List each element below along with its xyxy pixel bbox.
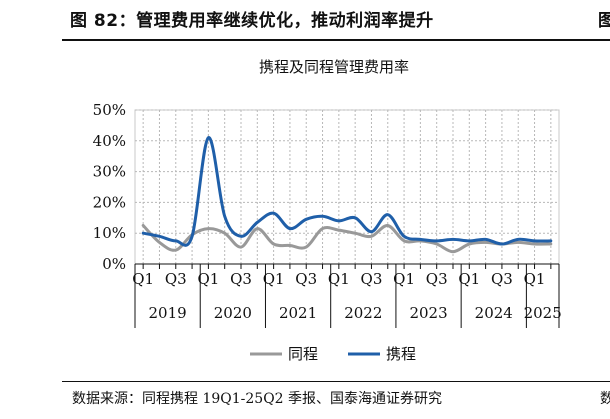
series-line-ctrip (141, 136, 553, 247)
x-axis: Q1 Q3 Q1 Q3 Q1 Q3 Q1 Q3 Q1 Q3 Q1 Q3 Q1 2019 2020 2021 20… (132, 263, 562, 328)
quarter-label: Q1 (393, 270, 415, 288)
legend-label: 同程 (288, 345, 318, 363)
quarter-label: Q1 (524, 270, 546, 288)
figure-title: 图 82：管理费用率继续优化，推动利润率提升 (70, 11, 434, 31)
year-label: 2023 (409, 304, 447, 322)
year-label: 2019 (149, 304, 187, 322)
quarter-label: Q1 (263, 270, 285, 288)
y-tick-label: 0% (102, 255, 126, 273)
quarter-label: Q3 (165, 270, 187, 288)
quarter-label: Q3 (295, 270, 317, 288)
quarter-label: Q3 (230, 270, 252, 288)
year-label: 2021 (279, 304, 317, 322)
chart-legend: 同程 携程 (250, 345, 416, 363)
year-label: 2024 (475, 304, 513, 322)
y-tick-label: 20% (93, 193, 126, 211)
series-line-tongcheng (141, 224, 553, 254)
y-tick-label: 10% (93, 224, 126, 242)
year-label: 2022 (344, 304, 382, 322)
quarter-label: Q3 (361, 270, 383, 288)
quarter-label: Q1 (132, 270, 154, 288)
figure-header: 图 82：管理费用率继续优化，推动利润率提升 图 (0, 0, 610, 42)
source-note-right-fragment: 数 (600, 391, 610, 407)
year-label: 2020 (214, 304, 252, 322)
chart-container: 携程及同程管理费用率 0% 10% 20% 30% 40% 50% Q1 Q3 Q1 Q3 Q1 Q… (62, 44, 610, 378)
quarter-label: Q3 (426, 270, 448, 288)
quarter-label: Q3 (491, 270, 513, 288)
quarter-label: Q1 (458, 270, 480, 288)
year-label: 2025 (524, 304, 562, 322)
line-chart: 携程及同程管理费用率 0%10%20%30%40%50% Q1 Q3 Q1 Q3 Q1 Q… (93, 58, 562, 363)
chart-series (141, 136, 553, 254)
quarter-label: Q1 (197, 270, 219, 288)
y-tick-label: 50% (93, 101, 126, 119)
legend-label: 携程 (386, 345, 416, 363)
source-note: 数据来源：同程携程 19Q1-25Q2 季报、国泰海通证券研究 (72, 391, 443, 407)
y-tick-label: 30% (93, 163, 126, 181)
chart-title: 携程及同程管理费用率 (259, 58, 409, 76)
header-rule (62, 39, 610, 41)
quarter-label: Q1 (328, 270, 350, 288)
y-tick-label: 40% (93, 132, 126, 150)
figure-title-right-fragment: 图 (598, 11, 610, 31)
footer-rule (62, 381, 610, 382)
y-axis: 0% 10% 20% 30% 40% 50% (93, 101, 126, 273)
